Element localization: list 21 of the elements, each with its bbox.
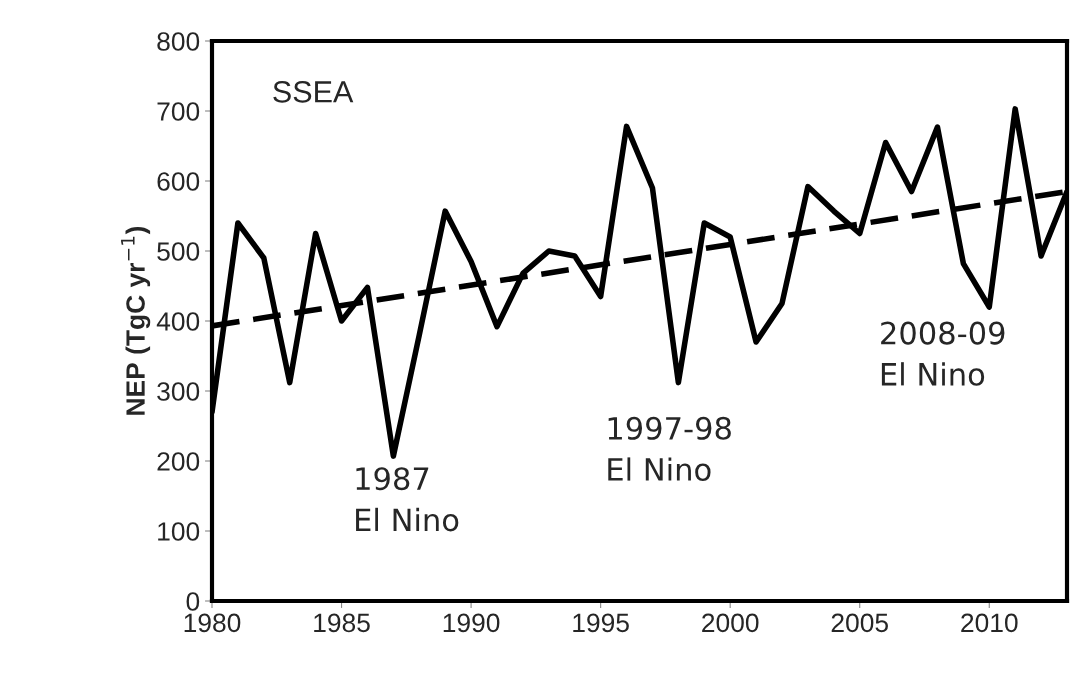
y-axis-title: NEP (TgC yr$^{−1}$) [121, 226, 151, 415]
y-tick-label: 200 [157, 452, 200, 471]
x-tick-label: 2010 [961, 613, 1018, 633]
annotation: 1987 El Nino [356, 467, 459, 532]
x-tick-label: 1980 [184, 613, 241, 633]
y-tick-label: 0 [186, 592, 200, 611]
x-tick-label: 1985 [314, 613, 370, 633]
y-tick-label: 100 [158, 522, 200, 541]
y-tick-label: 500 [157, 242, 200, 261]
x-tick-label: 1995 [573, 613, 629, 633]
annotation: 1997-98 El Nino [608, 416, 731, 482]
y-tick-label: 800 [157, 32, 200, 51]
y-tick-label: 300 [157, 382, 200, 401]
x-tick-label: 2000 [702, 613, 759, 633]
annotation: SSEA [273, 81, 354, 103]
x-tick-label: 1990 [443, 613, 500, 633]
x-tick-label: 2005 [831, 613, 888, 633]
annotation: 2008-09 El Nino [881, 321, 1005, 386]
y-tick-label: 600 [157, 172, 200, 191]
y-tick-label: 400 [156, 312, 200, 331]
y-tick-label: 700 [157, 102, 200, 121]
